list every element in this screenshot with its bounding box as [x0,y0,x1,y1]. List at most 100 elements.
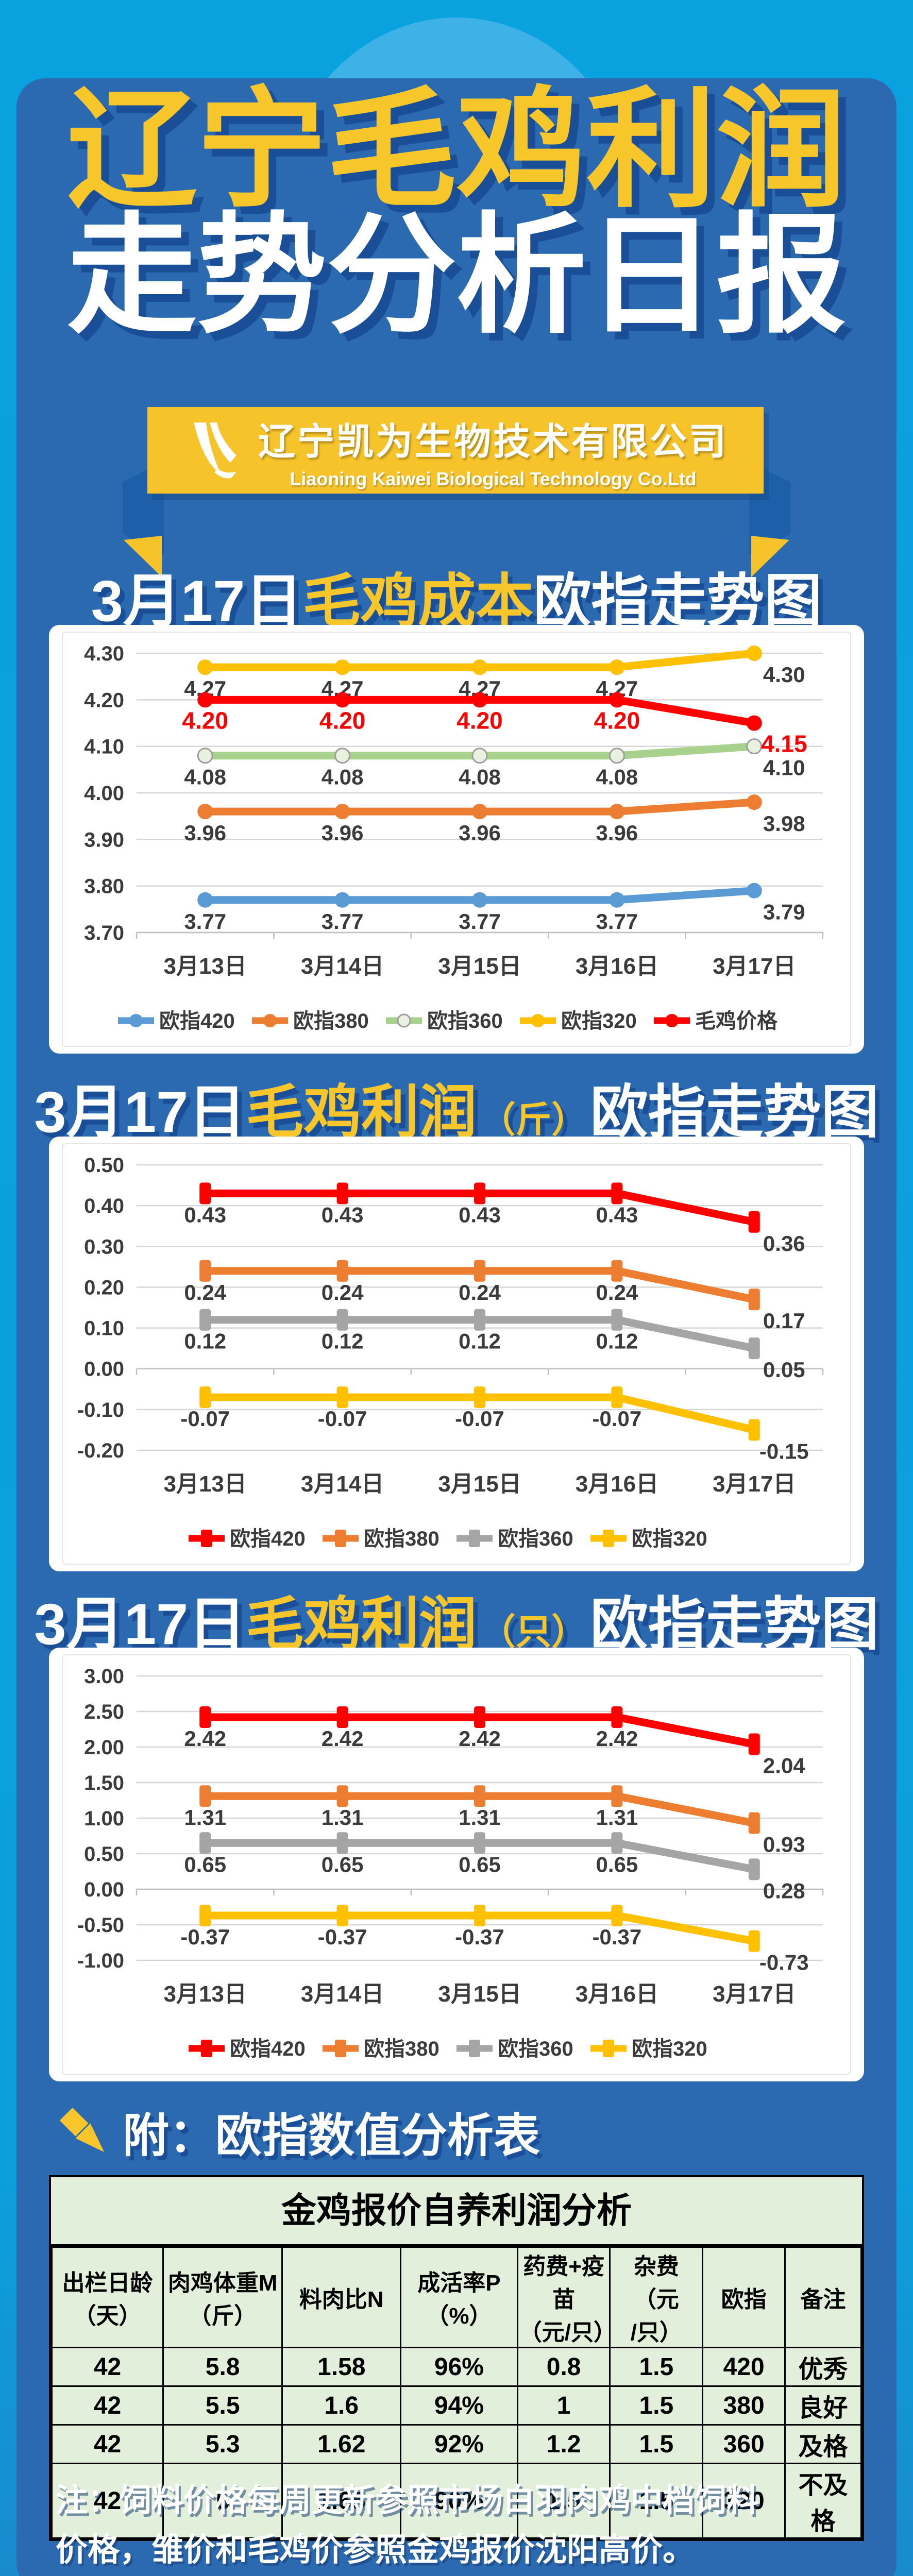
svg-text:3月16日: 3月16日 [576,1471,658,1497]
svg-text:3.90: 3.90 [84,828,124,851]
svg-text:3月13日: 3月13日 [163,1981,246,2007]
svg-text:3.96: 3.96 [459,821,501,845]
table-cell: 5.3 [162,2424,283,2464]
svg-text:3月13日: 3月13日 [163,1471,246,1497]
svg-text:-0.15: -0.15 [759,1439,809,1463]
svg-text:-0.37: -0.37 [318,1925,367,1949]
svg-text:3月16日: 3月16日 [576,1981,658,2007]
svg-text:毛鸡价格: 毛鸡价格 [695,1010,778,1032]
svg-text:0.50: 0.50 [84,1843,124,1866]
section-heading-cost: 3月17日毛鸡成本欧指走势图 [0,554,913,638]
svg-text:2.42: 2.42 [184,1726,226,1751]
svg-text:欧指380: 欧指380 [293,1010,369,1032]
profit-analysis-table: 金鸡报价自养利润分析 出栏日龄 （天） 肉鸡体重M （斤） 料肉比N 成活率P （%）… [49,2175,864,2541]
svg-text:3.70: 3.70 [84,922,124,944]
main-title-line1: 辽宁毛鸡利润 [66,78,846,223]
section-heading-profit-bird: 3月17日毛鸡利润（只）欧指走势图 [0,1578,913,1661]
table-row: 42 5.5 1.6 94% 1 1.5 380 良好 [50,2385,862,2426]
svg-text:0.00: 0.00 [84,1358,124,1381]
heading-highlight: 毛鸡利润 [246,1592,477,1656]
table-cell: 1 [516,2385,611,2426]
svg-text:0.43: 0.43 [459,1202,501,1227]
svg-text:-0.07: -0.07 [318,1406,367,1431]
svg-text:3月14日: 3月14日 [301,1471,384,1497]
svg-text:3月14日: 3月14日 [301,1981,384,2007]
table-header-cell: 药费+疫苗 （元/只） [516,2246,616,2348]
company-logo-icon [183,419,244,482]
table-cell: 及格 [784,2424,862,2464]
table-header-cell: 杂费（元 /只） [609,2246,704,2348]
svg-text:0.43: 0.43 [184,1202,226,1227]
svg-text:2.50: 2.50 [84,1701,124,1723]
svg-text:0.50: 0.50 [84,1154,124,1177]
svg-text:0.65: 0.65 [184,1852,226,1876]
svg-text:4.20: 4.20 [319,707,366,734]
svg-text:3.77: 3.77 [184,909,226,934]
table-cell: 1.5 [609,2463,704,2539]
note-line-2: 价格，雏价和毛鸡价参照金鸡报价沈阳高价。 [56,2532,695,2568]
svg-text:4.08: 4.08 [596,765,638,789]
svg-text:0.24: 0.24 [596,1280,638,1304]
heading-highlight: 毛鸡成本 [302,569,534,633]
heading-suffix: 欧指走势图 [533,569,822,633]
table-cell: 94% [400,2385,518,2426]
table-cell: 90% [400,2463,518,2539]
svg-text:2.00: 2.00 [84,1736,124,1759]
table-cell: 5.5 [162,2385,283,2426]
table-cell: 1.58 [281,2347,402,2387]
profit-table-grid: 出栏日龄 （天） 肉鸡体重M （斤） 料肉比N 成活率P （%） 药费+疫苗 （元/只）… [50,2246,862,2539]
svg-text:0.17: 0.17 [763,1309,805,1333]
svg-text:-1.00: -1.00 [77,1950,124,1972]
svg-text:4.30: 4.30 [84,642,124,665]
svg-text:2.42: 2.42 [596,1726,638,1751]
heading-unit: （只） [480,1612,587,1652]
svg-text:3月17日: 3月17日 [713,1981,796,2007]
table-cell: 92% [400,2424,518,2464]
company-banner-text: 辽宁凯为生物技术有限公司 Liaoning Kaiwei Biological … [258,411,728,490]
table-cell: 360 [702,2424,786,2464]
svg-text:2.42: 2.42 [459,1726,501,1751]
company-name-en: Liaoning Kaiwei Biological Technology Co… [290,468,697,489]
table-cell: 42 [50,2347,164,2387]
heading-prefix: 3月17日 [34,1080,246,1144]
svg-text:欧指420: 欧指420 [230,2038,306,2060]
svg-text:欧指320: 欧指320 [561,1010,637,1032]
svg-text:1.31: 1.31 [322,1805,364,1829]
svg-text:0.65: 0.65 [459,1852,501,1876]
table-row: 42 5 1.65 90% 1.5 1.5 320 不及格 [50,2463,862,2539]
svg-text:3.79: 3.79 [763,900,805,924]
table-cell: 1.5 [609,2385,704,2426]
svg-text:3月15日: 3月15日 [438,1471,521,1497]
svg-text:3.77: 3.77 [596,909,638,934]
svg-text:3.80: 3.80 [84,875,124,898]
arrow-icon [58,2105,107,2159]
table-cell: 5 [162,2463,283,2539]
chart-card-profit-bird: 3.00 2.50 2.00 1.50 1.00 0.50 0.00 -0.50 -1.00 3月… [49,1648,864,2081]
note-line-1: 注：饲料价格每周更新参照市场白羽肉鸡中档饲料 [56,2483,759,2518]
svg-text:1.50: 1.50 [84,1772,124,1794]
main-title-line2: 走势分析日报 [66,204,846,348]
chart-card-cost: 4.30 4.20 4.10 4.00 3.90 3.80 3.70 3月13日 3月14日 3月… [49,625,864,1054]
svg-text:0.12: 0.12 [596,1329,638,1353]
appendix-header: 附：欧指数值分析表 [58,2098,540,2165]
svg-text:欧指380: 欧指380 [364,2038,439,2060]
table-cell: 1.5 [609,2347,704,2387]
svg-text:4.10: 4.10 [84,736,124,758]
table-cell: 0.8 [516,2347,611,2387]
svg-text:4.15: 4.15 [761,731,807,757]
svg-text:-0.20: -0.20 [77,1439,124,1462]
table-header-cell: 备注 [784,2246,862,2348]
table-row: 42 5.3 1.62 92% 1.2 1.5 360 及格 [50,2424,862,2464]
svg-text:4.00: 4.00 [84,782,124,805]
svg-text:-0.37: -0.37 [593,1925,642,1949]
svg-text:欧指420: 欧指420 [159,1010,235,1032]
table-cell: 42 [50,2463,164,2539]
svg-text:-0.37: -0.37 [180,1925,230,1949]
table-cell: 良好 [784,2385,862,2426]
svg-text:3.77: 3.77 [459,909,501,934]
svg-text:欧指360: 欧指360 [427,1010,503,1032]
table-cell: 320 [702,2463,786,2539]
table-cell: 1.65 [281,2463,402,2539]
table-cell: 1.5 [609,2424,704,2464]
